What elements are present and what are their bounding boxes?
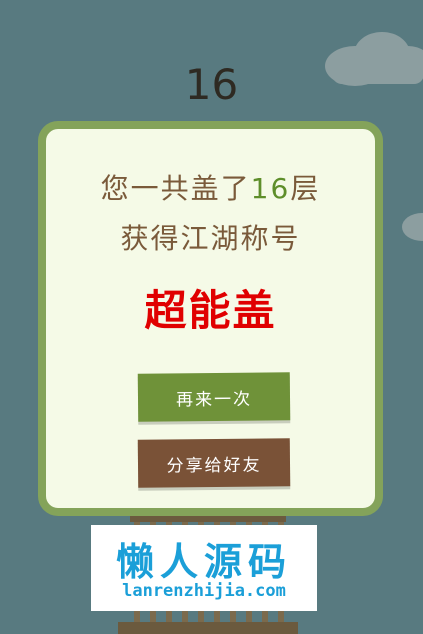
- result-suffix: 层: [290, 172, 321, 205]
- cloud-right-edge: [402, 213, 423, 241]
- result-prefix: 您一共盖了: [100, 172, 251, 205]
- result-dialog: 您一共盖了16层 获得江湖称号 超能盖 再来一次 分享给好友: [38, 121, 383, 516]
- floor-count: 16: [250, 172, 291, 205]
- cloud-top-right: [325, 32, 423, 86]
- rank-title: 超能盖: [144, 286, 277, 335]
- replay-button[interactable]: 再来一次: [137, 372, 291, 422]
- result-line-title-intro: 获得江湖称号: [120, 222, 301, 255]
- watermark-url: lanrenzhijia.com: [122, 581, 286, 601]
- score-counter: 16: [184, 60, 239, 109]
- result-line-floors: 您一共盖了16层: [46, 167, 375, 207]
- watermark-title: 懒人源码: [115, 540, 292, 584]
- share-button[interactable]: 分享给好友: [137, 438, 291, 488]
- watermark: 懒人源码 lanrenzhijia.com: [91, 525, 317, 611]
